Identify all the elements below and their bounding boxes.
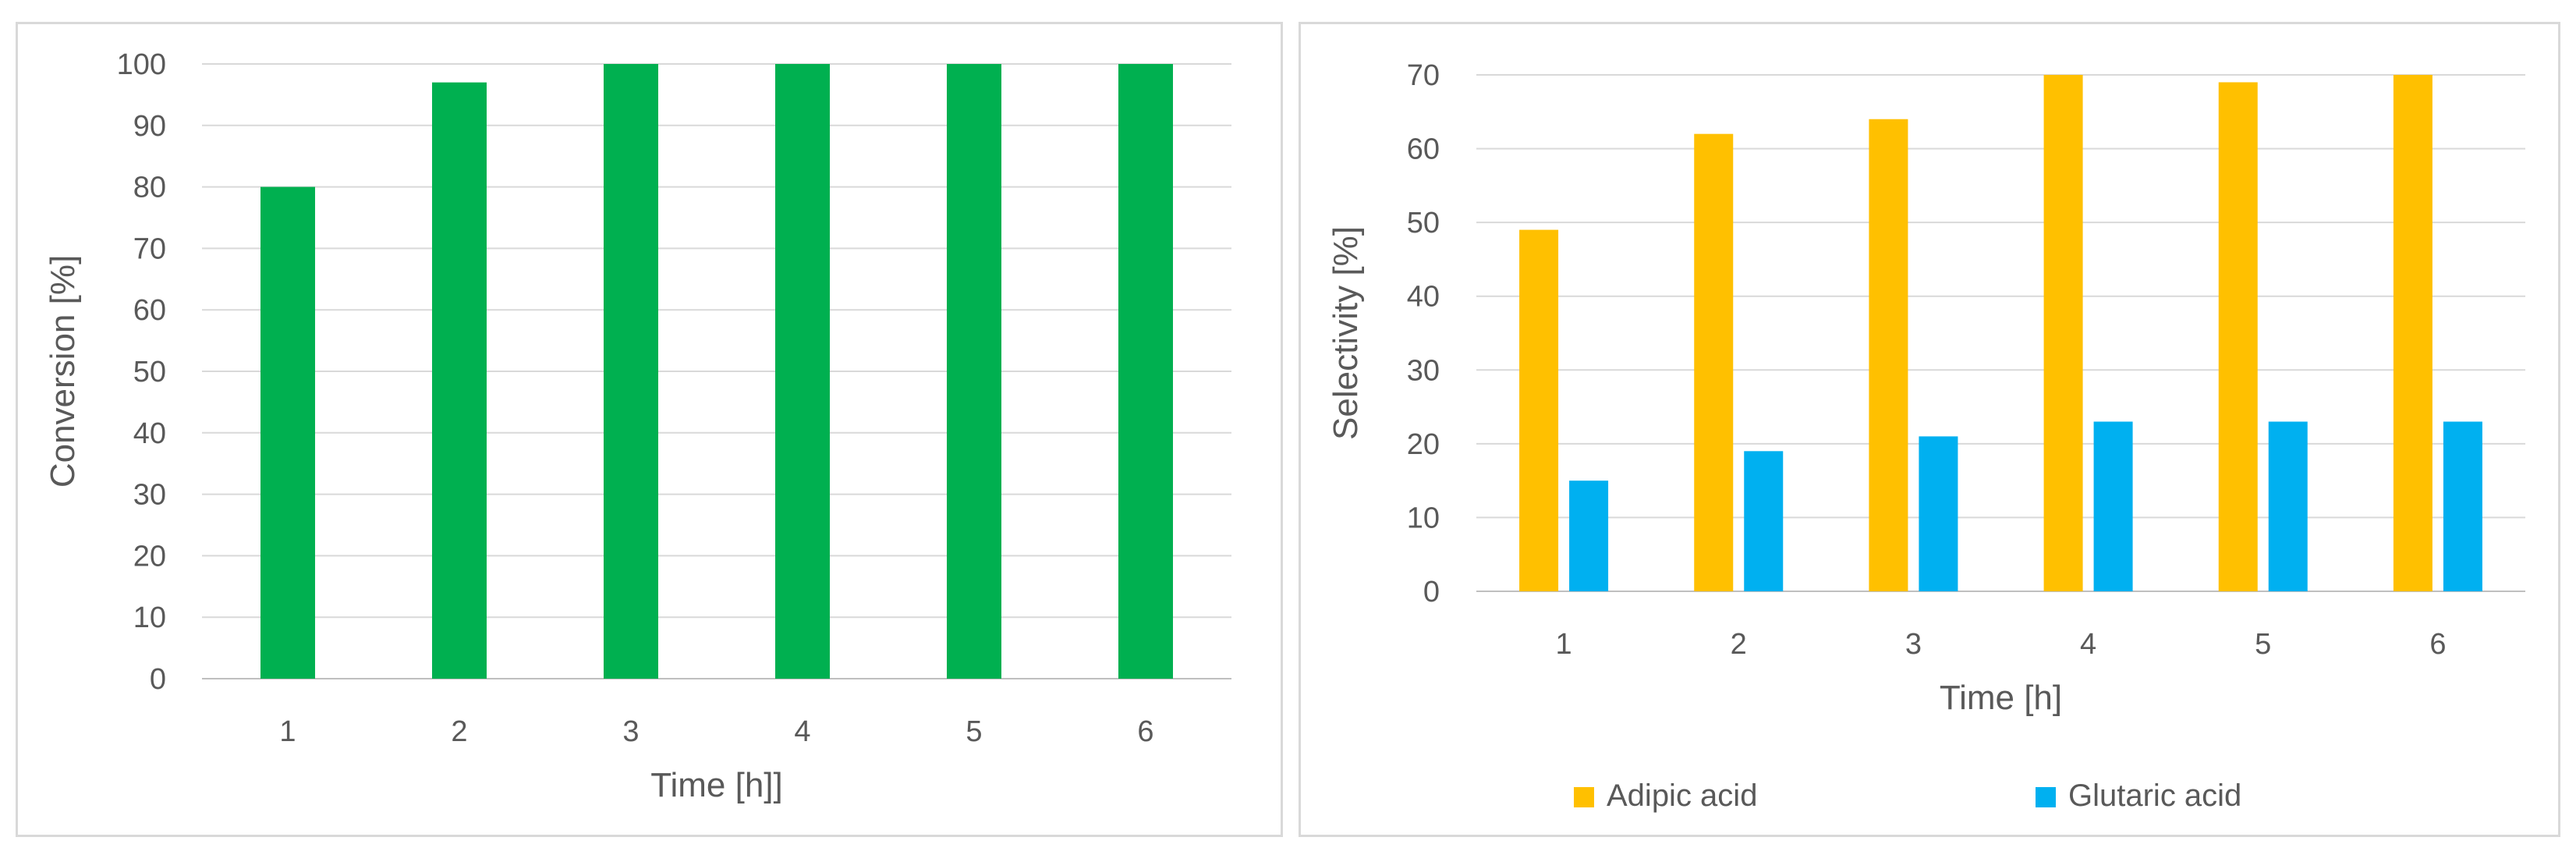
- conversion-y-tick-label: 30: [133, 479, 166, 512]
- conversion-y-tick-label: 90: [133, 110, 166, 143]
- conversion-bar-value-5: [947, 64, 1001, 679]
- selectivity-x-tick-label: 1: [1556, 628, 1572, 661]
- selectivity-y-axis-title: Selectivity [%]: [1327, 226, 1365, 440]
- conversion-x-axis-title: Time [h]]: [650, 766, 783, 804]
- selectivity-bar-adipic-acid-1: [1519, 229, 1559, 591]
- conversion-y-tick-label: 100: [117, 48, 166, 81]
- selectivity-x-tick-label: 6: [2429, 628, 2446, 661]
- selectivity-bar-adipic-acid-5: [2218, 82, 2258, 591]
- conversion-y-tick-label: 70: [133, 232, 166, 265]
- selectivity-y-tick-label: 10: [1407, 502, 1440, 534]
- selectivity-x-tick-label: 4: [2080, 628, 2096, 661]
- conversion-y-tick-label: 0: [150, 663, 166, 696]
- conversion-y-axis-title: Conversion [%]: [44, 255, 82, 488]
- conversion-x-tick-label: 2: [451, 715, 467, 748]
- conversion-y-tick-label: 10: [133, 601, 166, 634]
- conversion-y-tick-label: 20: [133, 540, 166, 573]
- selectivity-y-tick-label: 50: [1407, 207, 1440, 239]
- conversion-bar-value-1: [260, 186, 315, 679]
- selectivity-bar-adipic-acid-3: [1869, 119, 1908, 591]
- selectivity-chart: 0 10 20 30 40 50 60 70 1 2 3 4 5 6 Time [h] Selectivity…: [1327, 59, 2525, 813]
- conversion-chart: 0 10 20 30 40 50 60 70 80 90 100 1 2 3 4 5 6 Time [h]] Con…: [44, 48, 1231, 804]
- conversion-y-tick-label: 40: [133, 417, 166, 450]
- conversion-bar-value-3: [604, 64, 658, 679]
- conversion-y-tick-label: 60: [133, 294, 166, 327]
- selectivity-x-tick-label: 3: [1905, 628, 1922, 661]
- selectivity-bar-glutaric-acid-3: [1919, 436, 1958, 591]
- selectivity-x-tick-label: 2: [1731, 628, 1747, 661]
- conversion-bar-value-6: [1118, 64, 1173, 679]
- conversion-x-tick-label: 3: [622, 715, 639, 748]
- conversion-bar-value-2: [432, 82, 487, 679]
- selectivity-x-tick-label: 5: [2255, 628, 2271, 661]
- selectivity-y-tick-label: 20: [1407, 428, 1440, 461]
- selectivity-bar-glutaric-acid-5: [2268, 421, 2308, 591]
- selectivity-bar-adipic-acid-2: [1694, 133, 1734, 591]
- selectivity-legend-label-adipic-acid: Adipic acid: [1607, 779, 1757, 813]
- conversion-y-tick-label: 50: [133, 356, 166, 388]
- conversion-x-tick-label: 1: [279, 715, 296, 748]
- selectivity-chart-panel: 0 10 20 30 40 50 60 70 1 2 3 4 5 6 Time [h] Selectivity…: [1299, 22, 2560, 837]
- selectivity-legend-label-glutaric-acid: Glutaric acid: [2068, 779, 2241, 813]
- conversion-bar-value-4: [775, 64, 830, 679]
- selectivity-bar-glutaric-acid-2: [1744, 451, 1784, 591]
- selectivity-bar-adipic-acid-6: [2393, 75, 2432, 591]
- selectivity-x-axis-title: Time [h]: [1940, 679, 2062, 717]
- selectivity-bar-adipic-acid-4: [2043, 75, 2083, 591]
- selectivity-legend-swatch-adipic-acid: [1574, 787, 1594, 807]
- selectivity-y-tick-label: 0: [1423, 576, 1440, 608]
- conversion-x-tick-label: 4: [794, 715, 810, 748]
- selectivity-legend-swatch-glutaric-acid: [2036, 787, 2056, 807]
- selectivity-y-tick-label: 60: [1407, 133, 1440, 166]
- conversion-x-tick-label: 5: [966, 715, 982, 748]
- conversion-y-tick-label: 80: [133, 172, 166, 204]
- selectivity-y-tick-label: 70: [1407, 59, 1440, 92]
- selectivity-bar-glutaric-acid-4: [2093, 421, 2133, 591]
- selectivity-bar-glutaric-acid-6: [2443, 421, 2482, 591]
- conversion-chart-panel: 0 10 20 30 40 50 60 70 80 90 100 1 2 3 4 5 6 Time [h]] Con…: [16, 22, 1283, 837]
- conversion-x-tick-label: 6: [1137, 715, 1153, 748]
- selectivity-y-tick-label: 40: [1407, 281, 1440, 314]
- selectivity-bar-glutaric-acid-1: [1569, 481, 1609, 591]
- selectivity-y-tick-label: 30: [1407, 354, 1440, 387]
